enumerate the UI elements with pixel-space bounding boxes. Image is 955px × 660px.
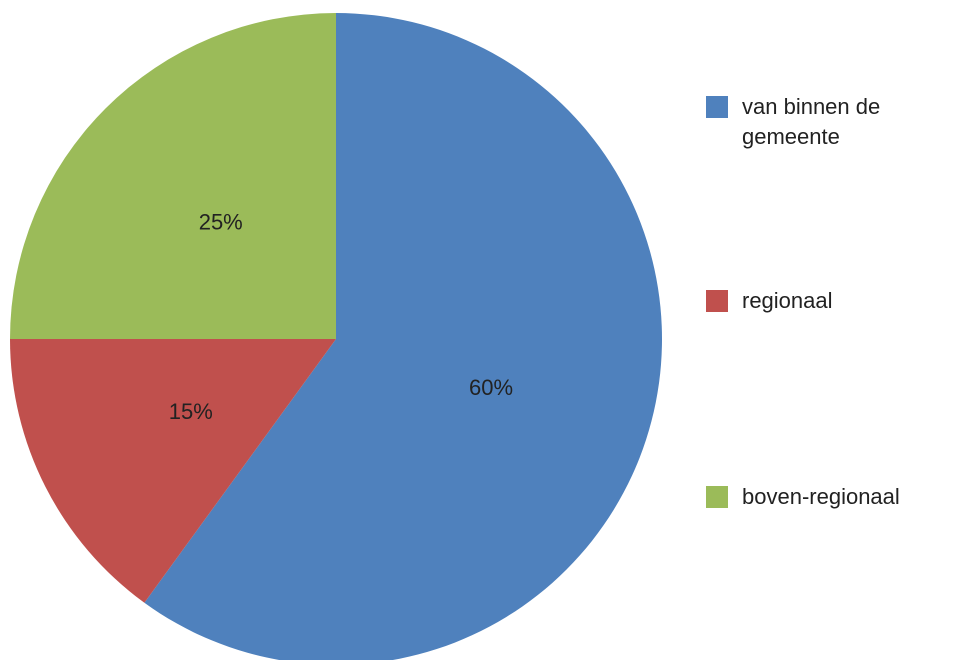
data-label: 15% bbox=[169, 399, 213, 424]
data-label: 60% bbox=[469, 375, 513, 400]
legend: van binnen de gemeente regionaal boven-reg… bbox=[706, 0, 946, 660]
pie-slice bbox=[9, 339, 336, 603]
legend-label: regionaal bbox=[742, 288, 833, 313]
chart: 60% 15% 25% bbox=[9, 13, 662, 660]
legend-item: van binnen de gemeente bbox=[706, 92, 942, 152]
data-label: 25% bbox=[199, 210, 243, 235]
legend-swatch bbox=[706, 486, 728, 508]
pie-slice bbox=[10, 13, 336, 339]
legend-swatch bbox=[706, 96, 728, 118]
legend-label: boven-regionaal bbox=[742, 484, 900, 509]
legend-item: boven-regionaal bbox=[706, 482, 942, 512]
legend-swatch bbox=[706, 290, 728, 312]
legend-label: van binnen de gemeente bbox=[742, 94, 881, 149]
legend-item: regionaal bbox=[706, 286, 942, 316]
pie-slice bbox=[144, 13, 662, 660]
